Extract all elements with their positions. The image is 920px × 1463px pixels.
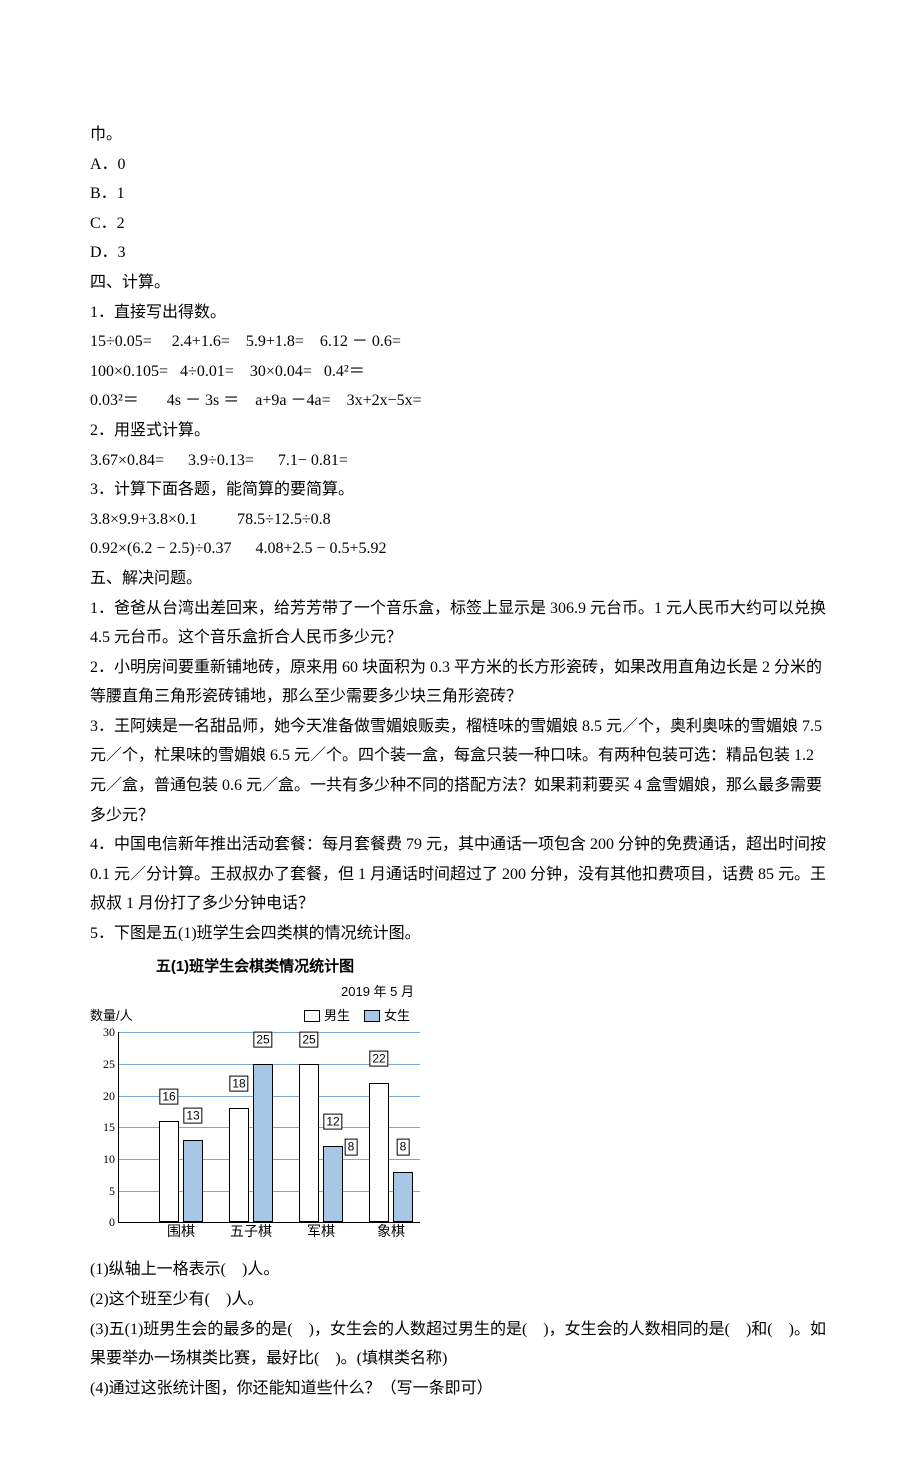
text-line: 3.8×9.9+3.8×0.1 78.5÷12.5÷0.8 <box>90 505 830 535</box>
chart-legend: 男生 女生 <box>304 1004 420 1028</box>
text-line: 0.03²＝ 4s － 3s ＝ a+9a －4a= 3x+2x−5x= <box>90 386 830 416</box>
chart-ytick: 25 <box>91 1053 115 1075</box>
chart-bar-label: 22 <box>369 1050 388 1066</box>
chart-ytick: 5 <box>91 1180 115 1202</box>
chart-ytick: 15 <box>91 1116 115 1138</box>
chart-ytick: 20 <box>91 1085 115 1107</box>
chart-plot-area: 0510152025301613围棋1825五子棋25128军棋228象棋 <box>118 1032 420 1223</box>
chart-bar <box>393 1172 413 1223</box>
text-line: 100×0.105= 4÷0.01= 30×0.04= 0.4²＝ <box>90 357 830 387</box>
text-line: 3．王阿姨是一名甜品师，她今天准备做雪媚娘贩卖，榴梿味的雪媚娘 8.5 元／个，… <box>90 712 830 830</box>
text-line: 15÷0.05= 2.4+1.6= 5.9+1.8= 6.12 － 0.6= <box>90 327 830 357</box>
chart-date: 2019 年 5 月 <box>304 980 420 1004</box>
text-line: 2．用竖式计算。 <box>90 416 830 446</box>
text-line: C．2 <box>90 209 830 239</box>
text-line: 3．计算下面各题，能简算的要简算。 <box>90 475 830 505</box>
chart-bar-label: 8 <box>345 1139 358 1155</box>
text-line: A．0 <box>90 150 830 180</box>
text-line: 四、计算。 <box>90 268 830 298</box>
legend-swatch <box>364 1010 380 1022</box>
chart-title: 五(1)班学生会棋类情况统计图 <box>90 953 420 981</box>
chart-category-label: 军棋 <box>307 1219 335 1245</box>
text-line: (3)五(1)班男生会的最多的是( )，女生会的人数超过男生的是( )，女生会的… <box>90 1315 830 1374</box>
chart-bar <box>253 1064 273 1222</box>
text-line: 巾。 <box>90 120 830 150</box>
text-line: 五、解决问题。 <box>90 564 830 594</box>
text-line: D．3 <box>90 238 830 268</box>
chart-ytick: 30 <box>91 1021 115 1043</box>
text-line: 5．下图是五(1)班学生会四类棋的情况统计图。 <box>90 919 830 949</box>
chart-bar <box>369 1083 389 1222</box>
chart-container: 五(1)班学生会棋类情况统计图 数量/人 2019 年 5 月 男生女生 051… <box>90 953 420 1250</box>
chart-category-label: 象棋 <box>377 1219 405 1245</box>
chart-bar-label: 16 <box>159 1088 178 1104</box>
text-line: 3.67×0.84= 3.9÷0.13= 7.1− 0.81= <box>90 446 830 476</box>
chart-bar-label: 12 <box>323 1114 342 1130</box>
chart-bar-label: 13 <box>183 1107 202 1123</box>
chart-bar <box>323 1146 343 1222</box>
text-line: 1．爸爸从台湾出差回来，给芳芳带了一个音乐盒，标签上显示是 306.9 元台币。… <box>90 594 830 653</box>
text-line: 4．中国电信新年推出活动套餐：每月套餐费 79 元，其中通话一项包含 200 分… <box>90 830 830 919</box>
text-line: 2．小明房间要重新铺地砖，原来用 60 块面积为 0.3 平方米的长方形瓷砖，如… <box>90 653 830 712</box>
text-line: B．1 <box>90 179 830 209</box>
text-line: 1．直接写出得数。 <box>90 298 830 328</box>
chart-ytick: 0 <box>91 1211 115 1233</box>
chart-bar-label: 25 <box>299 1031 318 1047</box>
chart-category-label: 围棋 <box>167 1219 195 1245</box>
text-line: (1)纵轴上一格表示( )人。 <box>90 1255 830 1285</box>
chart-bar-label: 25 <box>253 1031 272 1047</box>
chart-bar <box>183 1140 203 1222</box>
text-line: 0.92×(6.2 − 2.5)÷0.37 4.08+2.5 − 0.5+5.9… <box>90 534 830 564</box>
legend-label: 男生 <box>324 1004 350 1028</box>
chart-bar-label: 8 <box>397 1139 410 1155</box>
text-line: (2)这个班至少有( )人。 <box>90 1285 830 1315</box>
chart-bar <box>159 1121 179 1222</box>
chart-bar <box>299 1064 319 1222</box>
chart-bar-label: 18 <box>229 1076 248 1092</box>
text-line: (4)通过这张统计图，你还能知道些什么？（写一条即可） <box>90 1374 830 1404</box>
legend-swatch <box>304 1010 320 1022</box>
chart-category-label: 五子棋 <box>230 1219 272 1245</box>
chart-bar <box>229 1108 249 1222</box>
legend-label: 女生 <box>384 1004 410 1028</box>
chart-ytick: 10 <box>91 1148 115 1170</box>
